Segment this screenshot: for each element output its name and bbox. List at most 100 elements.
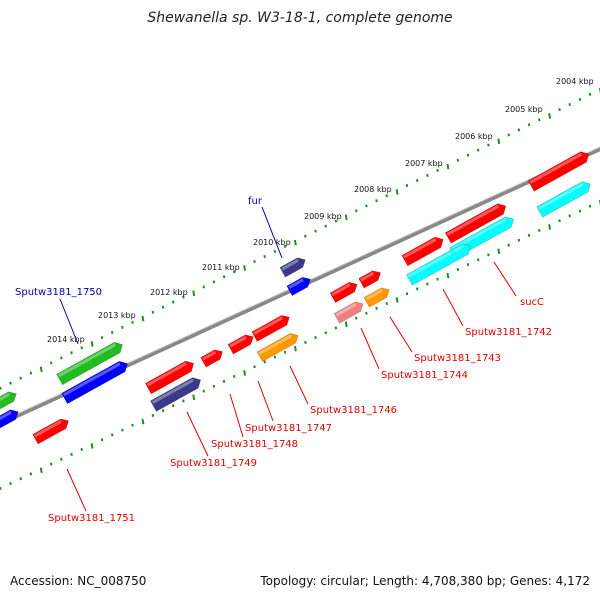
major-tick — [294, 345, 297, 352]
major-tick — [39, 467, 43, 474]
gene-arrow-cyan1 — [536, 181, 591, 218]
kbp-label: 2014 kbp — [47, 335, 85, 344]
gene-label: Sputw3181_1748 — [211, 439, 298, 450]
gene-label: Sputw3181_1746 — [310, 405, 397, 416]
gene-arrow-1744 — [333, 301, 364, 324]
gene-arrow-shine — [0, 392, 10, 402]
major-tick — [141, 315, 145, 322]
kbp-label: 2005 kbp — [505, 105, 543, 114]
gene-arrow-shine — [331, 283, 351, 296]
gene-arrow-1749 — [150, 377, 201, 412]
gene-label-leader — [261, 206, 283, 259]
gene-label: Sputw3181_1744 — [381, 370, 468, 381]
gene-label-leader — [257, 380, 274, 422]
gene-arrow-1742 — [444, 203, 507, 244]
gene-arrow-fur — [279, 257, 306, 278]
gene-arrow-1747 — [227, 334, 254, 355]
major-tick — [548, 224, 552, 230]
major-tick — [497, 138, 501, 145]
gene-arrow-shine — [365, 288, 383, 301]
major-tick — [497, 248, 501, 255]
gene-label: fur — [248, 196, 263, 207]
gene-arrow-shine — [229, 335, 247, 348]
major-tick — [446, 163, 450, 170]
gene-arrow-cyan3 — [406, 243, 471, 286]
gene-label: sucC — [520, 297, 544, 308]
gene-arrow-1742b — [401, 236, 444, 267]
gene-label: Sputw3181_1743 — [414, 353, 501, 364]
major-tick — [294, 239, 297, 246]
major-tick — [141, 418, 145, 425]
gene-arrow-shine — [146, 361, 187, 387]
major-tick — [39, 366, 43, 373]
gene-arrow-1750b — [61, 360, 128, 405]
gene-arrow-shine — [57, 343, 116, 378]
major-tick — [192, 394, 196, 401]
major-tick — [243, 370, 247, 376]
major-tick — [446, 272, 450, 279]
gene-label-leader — [289, 365, 309, 405]
gene-arrow-shine — [446, 204, 499, 236]
gene-arrow-shine — [281, 258, 299, 271]
gene-arrow-shine — [288, 278, 304, 290]
gene-arrow-shine — [538, 182, 584, 210]
major-tick — [344, 214, 348, 221]
major-tick — [90, 341, 94, 347]
major-tick — [192, 290, 196, 297]
gene-arrow-shine — [258, 334, 292, 355]
gene-arrow-1746 — [256, 333, 299, 362]
gene-arrow-shine — [335, 302, 357, 317]
gene-label: Sputw3181_1750 — [15, 287, 102, 298]
kbp-label: 2004 kbp — [556, 77, 594, 86]
gene-arrow-shine — [403, 237, 437, 259]
outer-tick-track — [0, 88, 600, 390]
gene-label-leader — [186, 411, 209, 457]
map-title: Shewanella sp. W3-18-1, complete genome — [147, 10, 453, 26]
gene-arrow-1750 — [56, 341, 123, 386]
accession-text: Accession: NC_008750 — [10, 574, 147, 588]
major-tick — [548, 113, 552, 119]
gene-arrow-furb — [286, 276, 311, 297]
gene-arrow-1749r — [144, 360, 195, 395]
inner-tick-track — [0, 200, 600, 490]
kbp-label: 2008 kbp — [354, 185, 392, 194]
kbp-label: 2007 kbp — [405, 159, 443, 168]
gene-arrow-leftblue — [0, 409, 19, 429]
major-tick — [243, 265, 247, 271]
gene-label: Sputw3181_1747 — [245, 423, 332, 434]
gene-arrow-shine — [62, 362, 121, 397]
gene-label-leader — [59, 298, 79, 345]
genome-stats-text: Topology: circular; Length: 4,708,380 bp… — [260, 574, 590, 588]
gene-arrow-shine — [0, 410, 12, 421]
kbp-label: 2010 kbp — [253, 238, 291, 247]
kbp-label: 2006 kbp — [455, 132, 493, 141]
gene-arrow-shine — [450, 217, 507, 251]
gene-label: Sputw3181_1749 — [170, 458, 257, 469]
gene-arrow-shine — [253, 316, 283, 335]
kbp-label: 2009 kbp — [304, 212, 342, 221]
kbp-label: 2013 kbp — [98, 311, 136, 320]
gene-arrow-shine — [360, 271, 374, 282]
gene-arrow-1744r — [329, 281, 358, 304]
gene-label: Sputw3181_1742 — [465, 327, 552, 338]
kbp-label: 2011 kbp — [202, 263, 240, 272]
gene-label-leader — [360, 327, 380, 370]
gene-label-leader — [389, 316, 413, 353]
gene-arrow-shine — [151, 378, 194, 404]
gene-label-leader — [229, 393, 244, 438]
gene-arrow-shine — [529, 152, 582, 184]
gene-arrow-shine — [202, 350, 216, 361]
gene-arrow-sucC — [527, 151, 590, 192]
major-tick — [90, 443, 94, 449]
gene-arrow-shine — [34, 419, 62, 438]
gene-arrow-shine — [407, 244, 464, 278]
gene-arrow-1746r — [251, 315, 290, 342]
major-tick — [395, 189, 399, 195]
gene-label-leader — [442, 288, 464, 327]
gene-arrow-1748 — [200, 349, 224, 368]
gene-arrow-1743 — [363, 287, 390, 308]
gene-arrow-leftgreen — [0, 391, 17, 410]
major-tick — [395, 297, 399, 303]
